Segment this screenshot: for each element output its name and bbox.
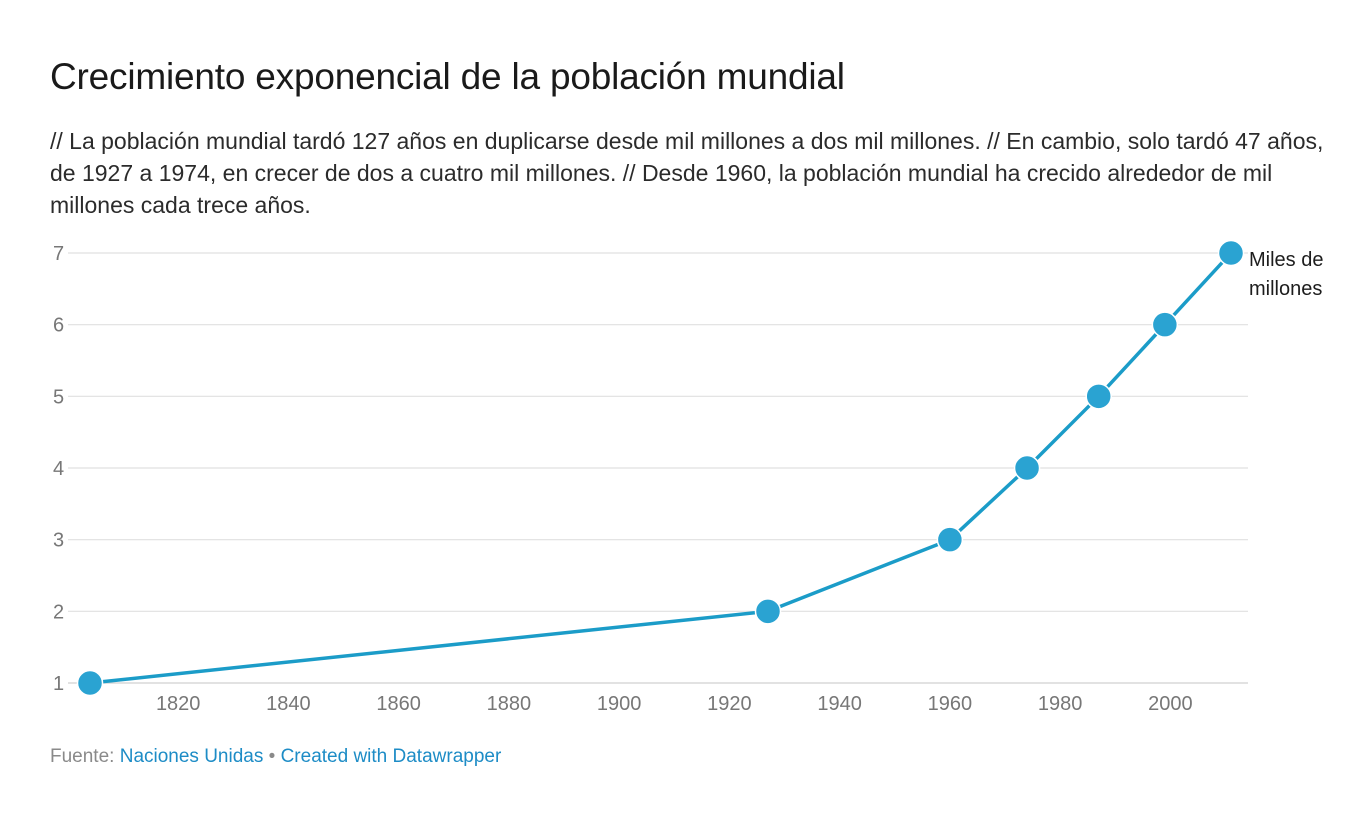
data-point	[1085, 383, 1112, 410]
chart-subtitle: // La población mundial tardó 127 años e…	[50, 128, 1324, 218]
x-axis-ticks: 1820 1840 1860 1880 1900 1920 1940 1960 1980 2000	[156, 693, 1193, 715]
y-axis-ticks: 1 2 3 4 5 6 7	[53, 243, 64, 695]
x-tick-label: 1960	[928, 693, 973, 715]
unit-label: millones	[1249, 278, 1322, 300]
x-tick-label: 1840	[266, 693, 311, 715]
unit-label: Miles de	[1249, 249, 1323, 271]
x-tick-label: 2000	[1148, 693, 1193, 715]
chart-footer: Fuente: Naciones Unidas • Created with D…	[50, 746, 501, 768]
series-points	[76, 239, 1245, 697]
data-point	[754, 598, 782, 625]
x-tick-label: 1880	[487, 693, 532, 715]
data-point	[1217, 239, 1245, 267]
chart-title: Crecimiento exponencial de la población …	[50, 56, 845, 97]
y-tick-label: 7	[53, 243, 64, 265]
y-tick-label: 3	[53, 530, 64, 552]
unit-label-group: Miles de millones	[1249, 249, 1323, 300]
data-point	[1013, 454, 1041, 482]
y-gridlines	[68, 252, 1248, 684]
footer-separator: •	[268, 746, 276, 767]
y-tick-label: 6	[53, 315, 64, 337]
y-tick-label: 4	[53, 458, 64, 480]
data-point	[1151, 311, 1179, 338]
source-link[interactable]: Naciones Unidas	[119, 746, 264, 767]
credit-link[interactable]: Created with Datawrapper	[280, 746, 502, 767]
x-tick-label: 1860	[376, 693, 421, 715]
data-point	[76, 669, 104, 697]
y-tick-label: 1	[53, 673, 64, 695]
x-tick-label: 1820	[156, 693, 201, 715]
y-tick-label: 5	[53, 386, 64, 408]
data-point	[936, 526, 964, 553]
y-tick-label: 2	[53, 601, 64, 623]
x-tick-label: 1980	[1038, 693, 1083, 715]
x-tick-label: 1940	[817, 693, 862, 715]
x-tick-label: 1920	[707, 693, 752, 715]
x-tick-label: 1900	[597, 693, 642, 715]
source-label: Fuente:	[50, 746, 115, 767]
